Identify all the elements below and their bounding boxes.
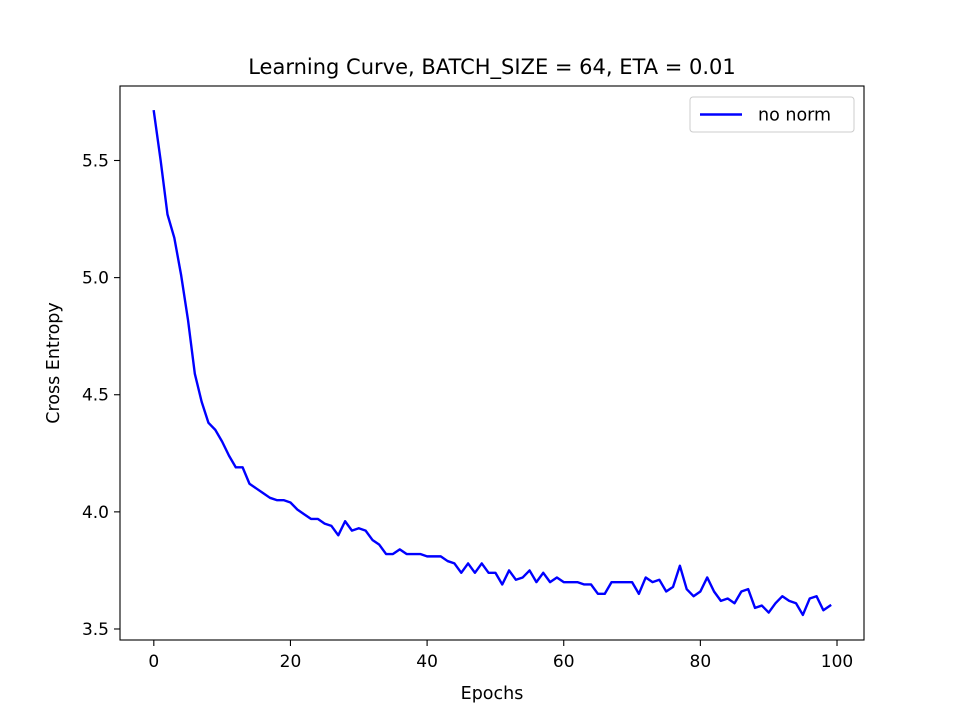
legend-box xyxy=(689,96,855,133)
y-tick-label: 4.0 xyxy=(82,503,109,523)
plot-background xyxy=(120,86,864,640)
y-tick-label: 5.0 xyxy=(82,269,109,289)
y-tick-label: 3.5 xyxy=(82,620,109,640)
plot-area xyxy=(119,85,865,641)
chart-title: Learning Curve, BATCH_SIZE = 64, ETA = 0… xyxy=(248,55,736,80)
x-tick-label: 60 xyxy=(553,652,575,672)
x-tick-label: 0 xyxy=(148,652,159,672)
plot-frame xyxy=(119,85,865,641)
legend-label-no-norm: no norm xyxy=(758,106,831,126)
y-axis: 3.5 4.0 4.5 5.0 5.5 xyxy=(82,151,120,640)
x-tick-label: 80 xyxy=(690,652,712,672)
y-axis-label: Cross Entropy xyxy=(44,302,64,424)
x-tick-label: 40 xyxy=(416,652,438,672)
x-axis: 0 20 40 60 80 100 xyxy=(148,640,853,672)
x-tick-label: 20 xyxy=(280,652,302,672)
x-tick-label: 100 xyxy=(821,652,853,672)
y-tick-label: 5.5 xyxy=(82,151,109,171)
series-line-no-norm xyxy=(152,109,832,617)
y-tick-label: 4.5 xyxy=(82,386,109,406)
legend: no norm xyxy=(689,96,855,133)
x-axis-label: Epochs xyxy=(461,684,524,704)
